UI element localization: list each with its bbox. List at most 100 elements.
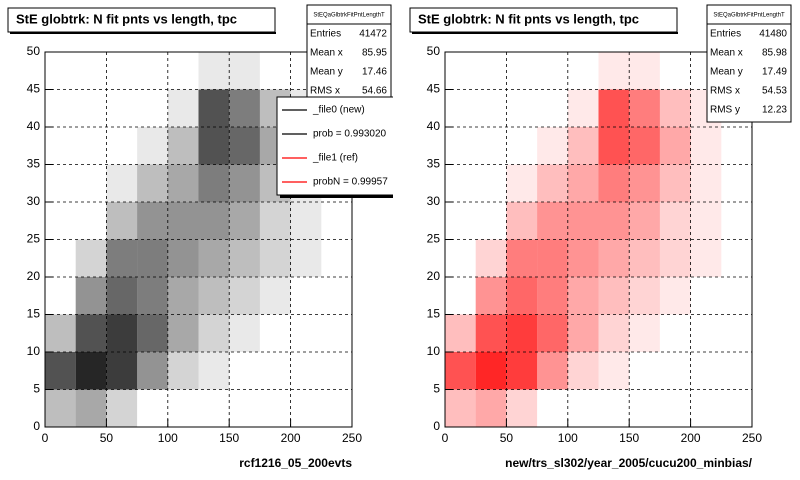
density-cell xyxy=(229,164,260,202)
density-cell xyxy=(75,239,107,277)
legend-label: prob = 0.993020 xyxy=(313,129,387,140)
density-cell xyxy=(290,202,322,240)
y-tick-label: 10 xyxy=(427,344,441,358)
x-tick-label: 0 xyxy=(442,431,449,445)
density-cell xyxy=(106,127,137,165)
density-cell xyxy=(198,127,230,165)
density-cell xyxy=(537,202,568,240)
density-cell xyxy=(568,390,599,428)
density-cell xyxy=(537,127,568,165)
y-tick-label: 5 xyxy=(433,382,440,396)
plot-frame xyxy=(444,51,753,428)
density-cell xyxy=(321,240,352,278)
density-cell xyxy=(45,90,76,128)
density-cell xyxy=(506,389,538,427)
density-cell xyxy=(137,90,168,128)
density-cell xyxy=(106,239,138,277)
density-cell xyxy=(106,277,138,315)
stats-label: RMS y xyxy=(710,105,740,116)
density-cell xyxy=(260,352,291,390)
density-cell xyxy=(229,390,260,428)
density-cell xyxy=(76,52,107,90)
density-cell xyxy=(168,390,199,428)
density-cell xyxy=(291,352,322,390)
stats-label: Entries xyxy=(310,29,341,40)
density-cell xyxy=(660,352,691,390)
density-cell xyxy=(721,277,752,315)
y-tick-label: 25 xyxy=(27,232,41,246)
density-cell xyxy=(506,164,538,202)
density-cell xyxy=(506,202,538,240)
density-cell xyxy=(599,390,630,428)
density-cell xyxy=(537,239,568,277)
stats-label: Mean y xyxy=(310,67,343,78)
density-cell xyxy=(321,390,352,428)
density-cell xyxy=(76,202,107,240)
legend: _file0 (new) prob = 0.993020 _file1 (ref) p… xyxy=(276,96,393,198)
density-cell xyxy=(476,127,507,165)
stats-label: Mean y xyxy=(710,67,743,78)
density-cell xyxy=(198,239,230,277)
density-cell xyxy=(721,202,752,240)
stats-value: 17.46 xyxy=(362,67,387,78)
y-tick-label: 45 xyxy=(427,82,441,96)
density-cell xyxy=(537,52,568,90)
title: StE globtrk: N fit pnts vs length, tpc xyxy=(418,11,639,26)
density-cell xyxy=(476,165,507,203)
y-tick-label: 50 xyxy=(427,44,441,58)
density-cell xyxy=(475,352,507,390)
density-cell xyxy=(137,164,168,202)
density-cell xyxy=(260,390,291,428)
density-cell xyxy=(45,240,76,278)
x-tick-label: 250 xyxy=(342,431,362,445)
density-cell xyxy=(690,202,722,240)
density-cell xyxy=(198,352,230,390)
density-cell xyxy=(690,127,722,165)
density-cell xyxy=(629,202,660,240)
density-cell xyxy=(260,315,291,353)
density-cell xyxy=(721,240,752,278)
density-cell xyxy=(506,277,538,315)
density-cell xyxy=(660,315,691,353)
density-cell xyxy=(45,52,76,90)
density-cell xyxy=(198,314,230,352)
density-cell xyxy=(475,389,507,427)
density-cell xyxy=(598,52,630,90)
density-cell xyxy=(691,277,722,315)
density-cell xyxy=(198,277,230,315)
density-cell xyxy=(45,389,76,427)
density-cell xyxy=(506,52,537,90)
density-cell xyxy=(537,390,568,428)
density-cell xyxy=(137,277,168,315)
density-cell xyxy=(721,165,752,203)
stats-name: StEQaGlbtrkFitPntLengthT xyxy=(713,13,785,19)
density-cell xyxy=(506,239,538,277)
density-cell xyxy=(137,202,168,240)
density-cell xyxy=(75,389,107,427)
density-cell xyxy=(629,127,660,165)
density-cell xyxy=(137,239,168,277)
density-cell xyxy=(598,89,630,127)
density-cell xyxy=(691,390,722,428)
legend-label: probN = 0.99957 xyxy=(313,177,388,188)
y-tick-label: 30 xyxy=(27,194,41,208)
plot-frame xyxy=(44,51,353,428)
density-cell xyxy=(568,52,599,90)
y-tick-label: 50 xyxy=(27,44,41,58)
title: StE globtrk: N fit pnts vs length, tpc xyxy=(16,11,237,26)
density-cell xyxy=(567,89,599,127)
x-tick-label: 150 xyxy=(219,431,239,445)
density-cell xyxy=(167,164,199,202)
density-cell xyxy=(167,314,199,352)
density-cell xyxy=(537,352,568,390)
density-cell xyxy=(598,202,630,240)
stats-value: 17.49 xyxy=(762,67,787,78)
density-cell xyxy=(629,164,660,202)
density-cell xyxy=(660,390,691,428)
density-cell xyxy=(567,127,599,165)
density-cell xyxy=(629,239,660,277)
density-cell xyxy=(291,315,322,353)
y-tick-label: 35 xyxy=(27,157,41,171)
density-cell xyxy=(629,390,660,428)
density-cell xyxy=(445,240,476,278)
